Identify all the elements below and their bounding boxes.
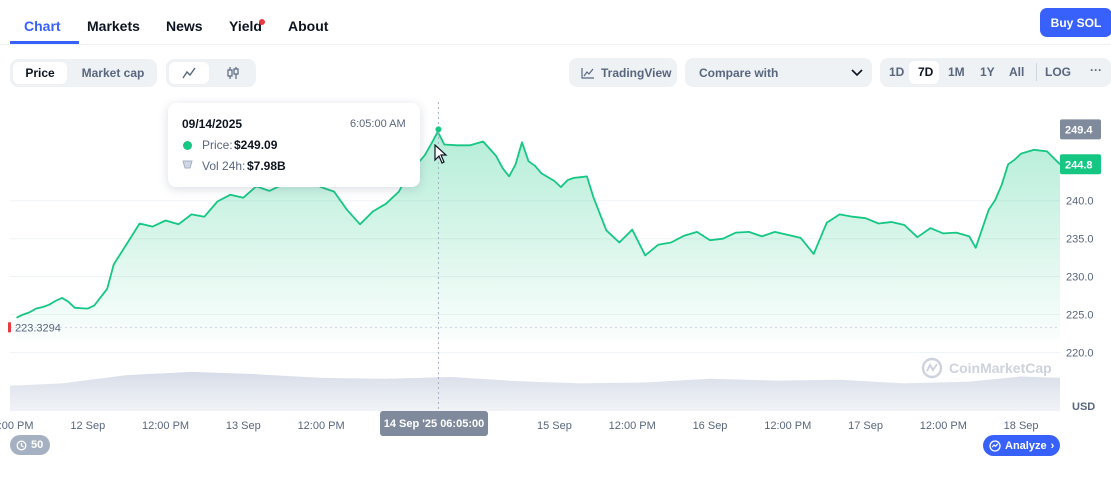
x-tick-label: 13 Sep (226, 420, 261, 432)
range-7d[interactable]: 7D (918, 65, 934, 79)
top-nav: Chart Markets News Yield About Buy SOL (0, 0, 1111, 45)
candlestick-icon (227, 67, 239, 79)
more-options-button[interactable]: ··· (1090, 63, 1102, 77)
tab-yield[interactable]: Yield (229, 18, 262, 34)
tradingview-button[interactable]: TradingView (569, 58, 677, 87)
x-tick-label: 12 Sep (70, 420, 105, 432)
coinmarketcap-logo-icon (921, 357, 943, 379)
watermark-text: CoinMarketCap (949, 360, 1052, 376)
compare-with-select[interactable]: Compare with (685, 58, 872, 87)
tooltip-price-label: Price: (202, 138, 233, 152)
yield-notification-dot (259, 19, 265, 25)
coinmarketcap-watermark: CoinMarketCap (921, 357, 1052, 379)
tradingview-label: TradingView (601, 65, 672, 80)
y-tick-label: 235.0 (1066, 234, 1094, 246)
indicator-badge-value: 50 (31, 439, 44, 451)
analyze-icon (989, 439, 1001, 452)
y-tick-label: 220.0 (1066, 348, 1094, 360)
price-legend-dot-icon (183, 141, 192, 150)
buy-sol-button[interactable]: Buy SOL (1040, 8, 1111, 37)
line-chart-button[interactable] (169, 62, 209, 84)
volume-legend-icon (182, 160, 193, 169)
hover-price-tag-label: 249.4 (1065, 124, 1093, 136)
tab-markets[interactable]: Markets (87, 18, 140, 34)
x-tick-label: 17 Sep (848, 420, 883, 432)
x-tick-label: 12:00 PM (764, 420, 811, 432)
tooltip-vol-label: Vol 24h: (202, 159, 246, 173)
hover-price-tag (1060, 119, 1101, 140)
range-divider (1036, 63, 1037, 81)
price-area-fill (16, 131, 1060, 340)
range-all[interactable]: All (1009, 65, 1025, 79)
x-tick-label: 12:00 PM (142, 420, 189, 432)
volume-area (10, 371, 1060, 411)
mouse-cursor-icon (434, 144, 448, 164)
candlestick-button[interactable] (213, 62, 253, 84)
tooltip-time: 6:05:00 AM (350, 118, 406, 130)
line-chart-icon (182, 67, 196, 79)
y-tick-label: 230.0 (1066, 272, 1094, 284)
chevron-right-icon: › (1050, 439, 1055, 452)
chevron-down-icon (851, 69, 863, 77)
price-line (16, 130, 1061, 319)
analyze-button[interactable]: Analyze › (983, 435, 1060, 456)
chart-trend-icon (581, 67, 594, 79)
x-tick-label: 12:00 PM (298, 420, 345, 432)
x-tick-label: 12:00 PM (920, 420, 967, 432)
current-price-tag (1060, 154, 1101, 175)
x-tick-label: 15 Sep (537, 420, 572, 432)
tooltip-date: 09/14/2025 (182, 117, 243, 131)
log-scale-toggle[interactable]: LOG (1045, 65, 1071, 79)
y-tick-label: 225.0 (1066, 310, 1094, 322)
indicator-badge[interactable]: 50 (10, 435, 50, 455)
history-icon (16, 440, 27, 450)
analyze-label: Analyze (1005, 439, 1047, 452)
price-marketcap-toggle: Price Market cap (10, 59, 157, 87)
tooltip-vol-value: $7.98B (247, 159, 286, 173)
tab-about[interactable]: About (288, 18, 329, 34)
active-tab-underline (10, 41, 79, 44)
y-tick-label: 240.0 (1066, 196, 1094, 208)
range-1d[interactable]: 1D (889, 65, 905, 79)
price-toggle-button[interactable]: Price (13, 62, 67, 84)
chart-style-toggle (166, 59, 256, 87)
time-range-bar (880, 58, 1111, 87)
currency-unit-label: USD (1072, 401, 1096, 413)
x-tick-label: 12:00 PM (0, 420, 34, 432)
tooltip-price-value: $249.09 (234, 138, 278, 152)
current-price-tag-label: 244.8 (1065, 159, 1093, 171)
range-1m[interactable]: 1M (948, 65, 965, 79)
tab-news[interactable]: News (166, 18, 203, 34)
hover-time-label: 14 Sep '25 06:05:00 (380, 411, 488, 436)
range-1y[interactable]: 1Y (980, 65, 995, 79)
min-price-label: 223.3294 (15, 322, 61, 334)
min-price-marker (8, 322, 11, 333)
compare-with-label: Compare with (699, 65, 779, 80)
active-range-highlight (909, 61, 939, 84)
hover-tooltip: 09/14/2025 6:05:00 AM Price: $249.09 Vol… (168, 103, 420, 187)
marketcap-toggle-button[interactable]: Market cap (81, 66, 145, 80)
x-tick-label: 16 Sep (693, 420, 728, 432)
x-tick-label: 12:00 PM (609, 420, 656, 432)
hover-point (435, 126, 442, 133)
tab-chart[interactable]: Chart (24, 18, 61, 34)
x-tick-label: 18 Sep (1004, 420, 1039, 432)
